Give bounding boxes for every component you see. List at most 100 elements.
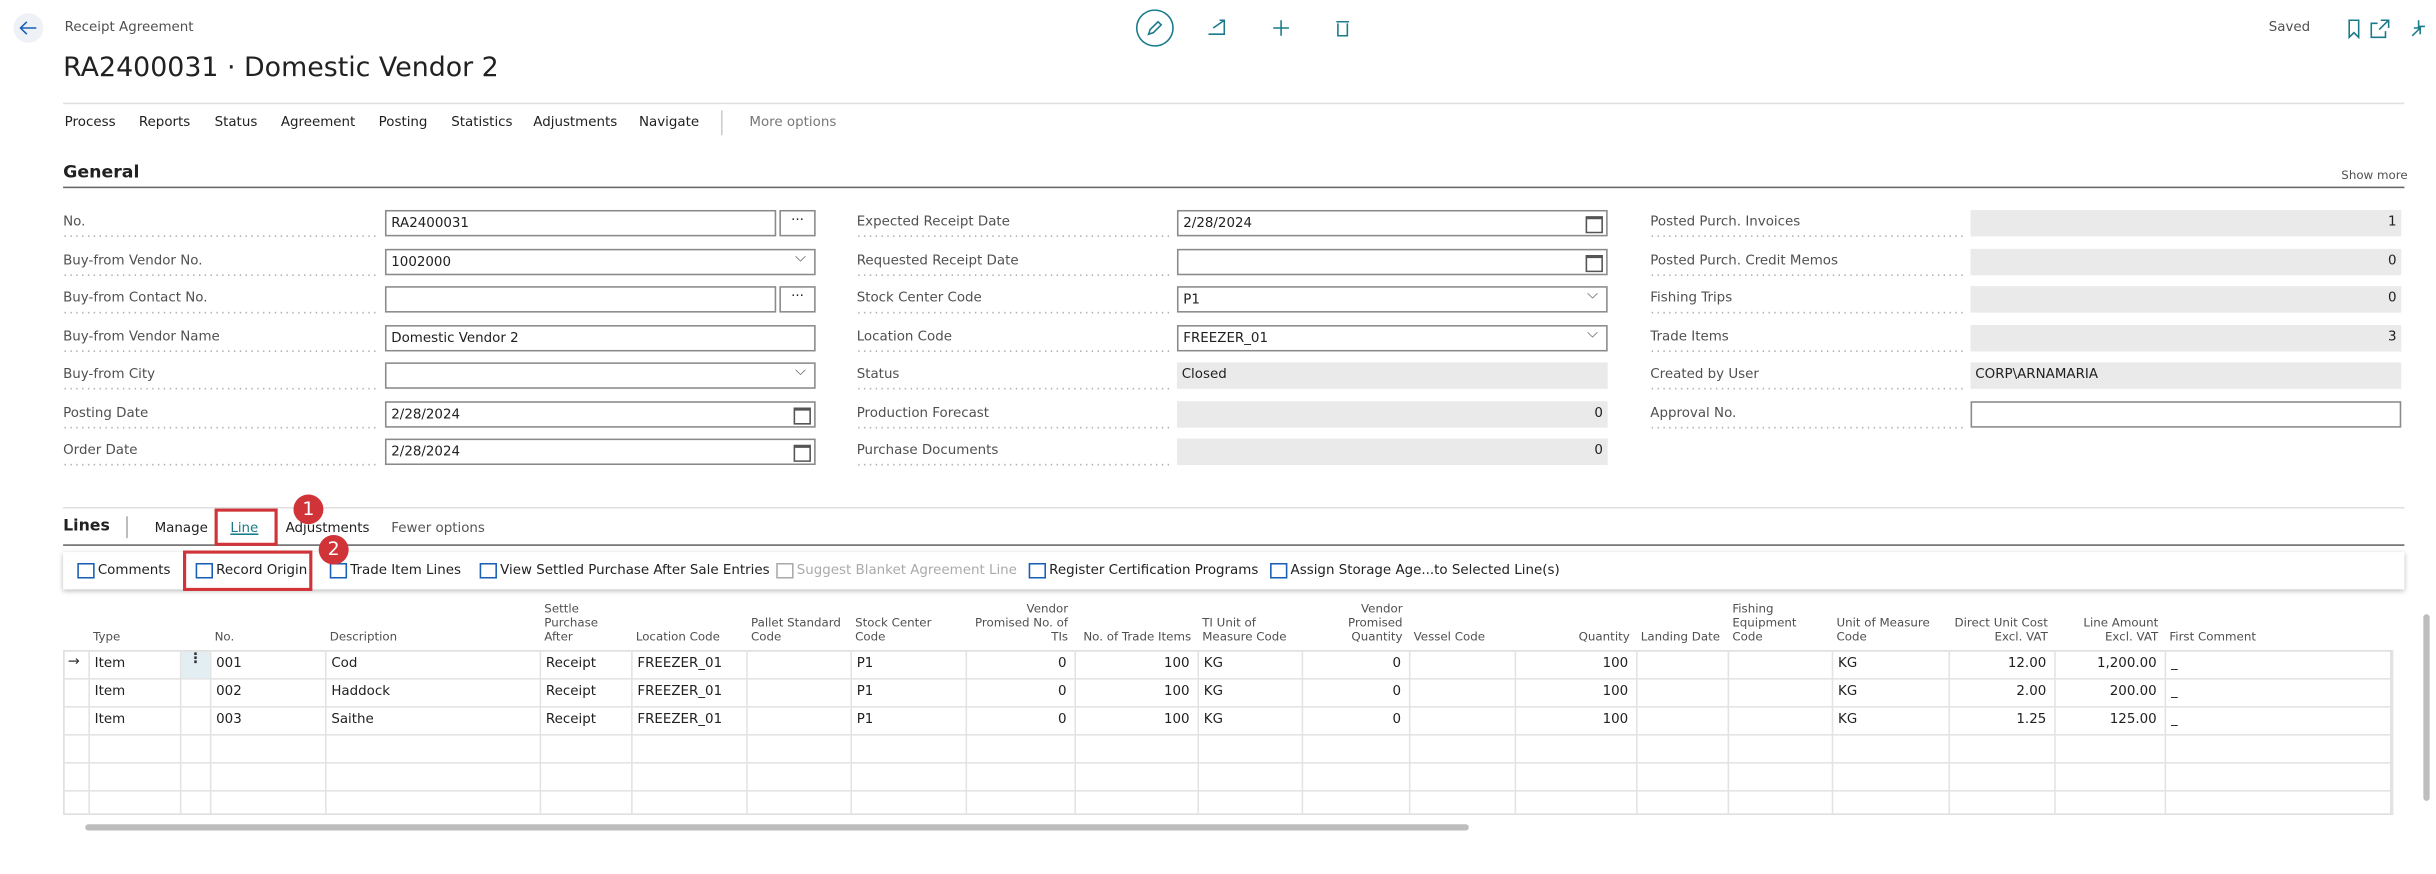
table-cell: P1	[856, 684, 874, 700]
table-cell: FREEZER_01	[637, 712, 723, 728]
menu-item[interactable]: Process	[64, 115, 116, 131]
column-header: Stock Center Code	[855, 615, 932, 644]
lines-tab[interactable]: Fewer options	[391, 520, 485, 537]
field-input[interactable]: P1	[1176, 286, 1608, 313]
scrollbar[interactable]	[85, 824, 1469, 831]
field-input[interactable]: 2/28/2024	[384, 438, 816, 466]
field-label: Trade Items	[1650, 329, 1964, 360]
field-input[interactable]	[384, 286, 777, 313]
action-button[interactable]: Comments	[97, 562, 171, 579]
field-input[interactable]	[1970, 400, 2402, 427]
field-input[interactable]: 2/28/2024	[384, 400, 816, 427]
field-label: No.	[63, 215, 379, 246]
divider	[63, 102, 2405, 105]
action-icon	[329, 562, 348, 579]
row-menu[interactable]: ⋮	[181, 651, 210, 679]
grid-border	[63, 650, 2392, 815]
column-header: Direct Unit Cost Excl. VAT	[1954, 615, 2048, 644]
table-cell: Receipt	[545, 684, 596, 700]
table-cell: 2.00	[2016, 684, 2047, 700]
grid-row-line	[63, 734, 2392, 736]
field-input[interactable]: 1002000	[384, 248, 816, 275]
lookup-button[interactable]: ···	[779, 209, 816, 237]
breadcrumb: Receipt Agreement	[64, 20, 194, 36]
grid-col-line	[88, 650, 90, 815]
field-label: Expected Receipt Date	[857, 215, 1171, 246]
table-cell: 0	[1392, 712, 1401, 728]
grid-col-line	[965, 650, 968, 815]
table-cell: 100	[1163, 684, 1190, 700]
grid-col-line	[1831, 650, 1834, 815]
action-button[interactable]: Register Certification Programs	[1049, 562, 1259, 579]
menu-item[interactable]: Navigate	[638, 115, 700, 131]
table-cell: 003	[216, 712, 242, 728]
action-icon	[195, 562, 213, 579]
column-header: Settle Purchase After	[544, 601, 599, 644]
back-button[interactable]	[13, 12, 45, 43]
table-cell: 100	[1602, 656, 1629, 672]
show-more[interactable]: Show more	[2341, 167, 2408, 182]
table-cell: 200.00	[2109, 684, 2157, 700]
table-cell: KG	[1203, 712, 1223, 728]
action-button[interactable]: Trade Item Lines	[350, 562, 461, 579]
field-input[interactable]: 2/28/2024	[1176, 209, 1608, 237]
column-header: No. of Trade Items	[1083, 629, 1192, 644]
table-cell: KG	[1203, 684, 1223, 700]
section-title: General	[63, 161, 140, 182]
field-input[interactable]: FREEZER_01	[1176, 324, 1608, 351]
highlight-box	[214, 508, 278, 546]
menu-item[interactable]: More options	[749, 115, 837, 131]
field-label: Requested Receipt Date	[857, 253, 1171, 284]
table-cell: 12.00	[2007, 656, 2047, 672]
field-label: Purchase Documents	[857, 443, 1171, 474]
field-label: Posted Purch. Invoices	[1650, 215, 1964, 246]
column-header: Location Code	[635, 629, 720, 644]
column-header: Type	[93, 629, 121, 644]
field-label: Created by User	[1650, 367, 1964, 398]
table-cell: Haddock	[331, 684, 390, 700]
grid-col-line	[2164, 650, 2167, 815]
menu-item[interactable]: Agreement	[280, 115, 356, 131]
column-header: Description	[329, 629, 398, 644]
grid-col-line	[325, 650, 327, 815]
menu-item[interactable]: Reports	[138, 115, 191, 131]
grid-row-line	[63, 678, 2392, 680]
table-cell: KG	[1838, 684, 1858, 700]
action-button: Suggest Blanket Agreement Line	[796, 562, 1017, 579]
field-label: Order Date	[63, 443, 379, 474]
table-cell: 0	[1392, 684, 1401, 700]
menu-item[interactable]: Statistics	[451, 115, 513, 131]
menu-item[interactable]: Posting	[378, 115, 428, 131]
grid-col-line	[746, 650, 748, 815]
field-label: Location Code	[857, 329, 1171, 360]
menu-separator	[721, 110, 723, 136]
table-cell: 100	[1163, 656, 1190, 672]
table-cell: FREEZER_01	[637, 656, 723, 672]
action-icon	[77, 562, 95, 579]
field-input[interactable]	[1176, 248, 1608, 275]
field-input: 0	[1970, 248, 2402, 275]
header-actions[interactable]	[1135, 9, 1373, 49]
table-cell: 0	[1057, 684, 1067, 700]
dropdown-arrow: ⌵	[1587, 287, 1598, 304]
action-button[interactable]: Record Origin	[216, 562, 308, 579]
field-input[interactable]: RA2400031	[384, 209, 777, 237]
action-button[interactable]: Assign Storage Age...to Selected Line(s)	[1290, 562, 1560, 579]
scrollbar[interactable]	[2423, 614, 2430, 801]
lines-tab[interactable]: Line	[230, 520, 259, 537]
menu-item[interactable]: Status	[214, 115, 258, 131]
field-input[interactable]	[384, 362, 816, 389]
field-input[interactable]: Domestic Vendor 2	[384, 324, 816, 351]
calendar-icon	[793, 444, 811, 462]
action-button[interactable]: View Settled Purchase After Sale Entries	[500, 562, 770, 579]
lines-tab[interactable]: Manage	[154, 520, 208, 537]
dropdown-arrow: ⌵	[1587, 325, 1598, 342]
lines-tab[interactable]: Adjustments	[285, 520, 370, 537]
lookup-button[interactable]: ···	[779, 286, 816, 313]
tab-separator	[126, 516, 128, 539]
menu-item[interactable]: Adjustments	[533, 115, 618, 131]
window-icons[interactable]	[2343, 17, 2431, 42]
grid-col-line	[1301, 650, 1304, 815]
